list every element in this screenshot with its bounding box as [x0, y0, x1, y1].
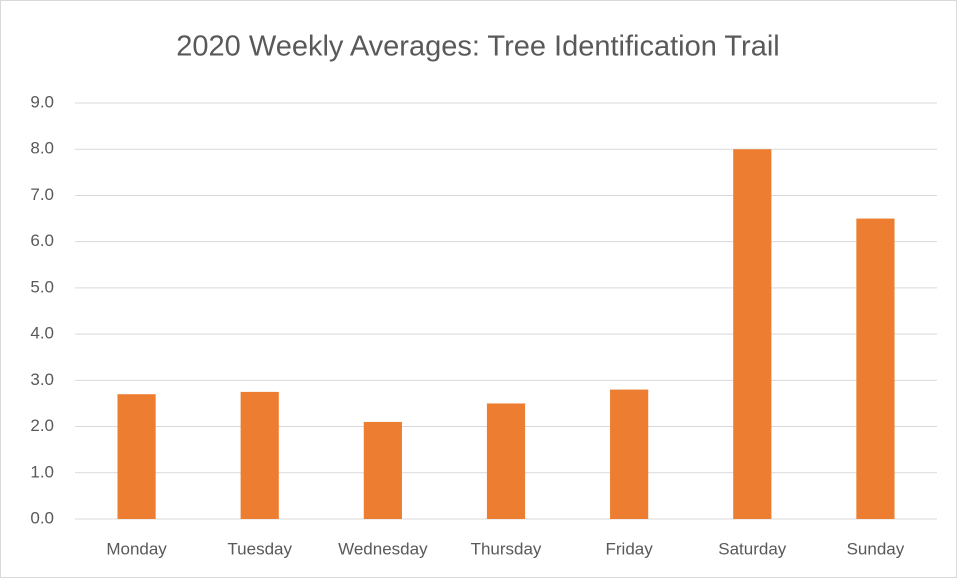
x-tick-label: Monday	[106, 539, 167, 558]
y-tick-label: 0.0	[30, 508, 54, 527]
y-tick-label: 8.0	[30, 139, 54, 158]
x-tick-label: Wednesday	[338, 539, 428, 558]
bar	[856, 218, 895, 520]
x-tick-label: Friday	[606, 539, 654, 558]
x-tick-label: Tuesday	[227, 539, 292, 558]
y-tick-label: 7.0	[30, 185, 54, 204]
y-tick-label: 2.0	[30, 416, 54, 435]
chart-title: 2020 Weekly Averages: Tree Identificatio…	[176, 31, 779, 63]
y-tick-label: 5.0	[30, 277, 54, 296]
x-tick-label: Sunday	[847, 539, 905, 558]
bar	[486, 403, 526, 519]
y-tick-label: 1.0	[30, 462, 54, 481]
bar	[363, 421, 402, 519]
y-tick-label: 6.0	[30, 231, 54, 250]
y-tick-label: 3.0	[30, 370, 54, 389]
y-tick-label: 4.0	[30, 324, 54, 343]
x-tick-label: Saturday	[718, 539, 787, 558]
bar	[610, 389, 649, 519]
bar	[240, 391, 279, 519]
y-tick-label: 9.0	[30, 92, 54, 111]
bar	[733, 149, 772, 519]
x-tick-label: Thursday	[471, 539, 542, 558]
bar	[117, 394, 156, 519]
